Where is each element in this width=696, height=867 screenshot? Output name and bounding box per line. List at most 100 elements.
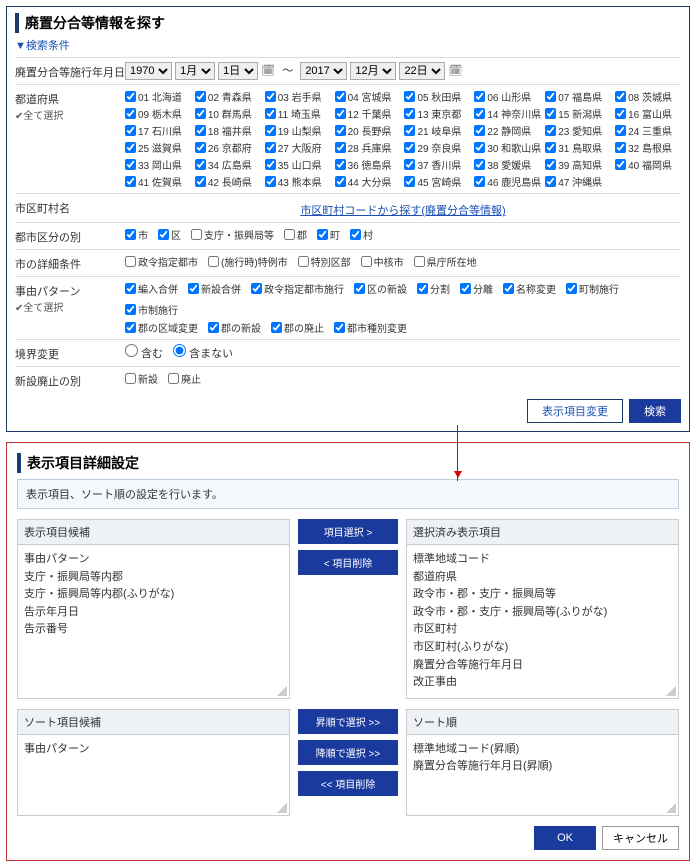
list-item[interactable]: 廃置分合等施行年月日	[413, 657, 672, 675]
checkbox-item[interactable]: 新設	[125, 371, 158, 386]
list-item[interactable]: 標準地域コード	[413, 551, 672, 569]
to-month[interactable]: 12月	[350, 62, 396, 80]
checkbox-item[interactable]: 40 福岡県	[615, 157, 681, 172]
checkbox-item[interactable]: 29 奈良県	[404, 140, 470, 155]
checkbox-item[interactable]: 郡の廃止	[271, 320, 324, 335]
checkbox-item[interactable]: 36 徳島県	[335, 157, 401, 172]
checkbox-item[interactable]: 42 長崎県	[195, 174, 261, 189]
list-item[interactable]: 事由パターン	[24, 741, 283, 759]
search-button[interactable]: 検索	[629, 399, 681, 423]
sort-remove-button[interactable]: << 項目削除	[298, 771, 398, 796]
calendar-icon[interactable]: 🗓	[261, 64, 275, 78]
checkbox-item[interactable]: 廃止	[168, 371, 201, 386]
checkbox-item[interactable]: 21 岐阜県	[404, 123, 470, 138]
list-item[interactable]: 市区町村(ふりがな)	[413, 639, 672, 657]
checkbox-item[interactable]: 16 富山県	[615, 106, 681, 121]
pref-all[interactable]: ✔全て選択	[15, 107, 125, 122]
checkbox-item[interactable]: 市制施行	[125, 302, 178, 317]
checkbox-item[interactable]: 町	[317, 227, 340, 242]
checkbox-item[interactable]: 区の新設	[354, 281, 407, 296]
checkbox-item[interactable]: 09 栃木県	[125, 106, 191, 121]
sort-candidate-list[interactable]: ソート項目候補 事由パターン	[17, 709, 290, 816]
checkbox-item[interactable]: 05 秋田県	[404, 89, 470, 104]
checkbox-item[interactable]: 編入合併	[125, 281, 178, 296]
checkbox-item[interactable]: (施行時)特例市	[208, 254, 288, 269]
checkbox-item[interactable]: 中核市	[361, 254, 404, 269]
checkbox-item[interactable]: 24 三重県	[615, 123, 681, 138]
checkbox-item[interactable]: 08 茨城県	[615, 89, 681, 104]
checkbox-item[interactable]: 07 福島県	[545, 89, 611, 104]
checkbox-item[interactable]: 政令指定都市	[125, 254, 198, 269]
checkbox-item[interactable]: 46 鹿児島県	[474, 174, 541, 189]
list-item[interactable]: 政令市・郡・支庁・振興局等(ふりがな)	[413, 604, 672, 622]
checkbox-item[interactable]: 分離	[460, 281, 493, 296]
checkbox-item[interactable]: 特別区部	[298, 254, 351, 269]
checkbox-item[interactable]: 35 山口県	[265, 157, 331, 172]
radio-item[interactable]: 含まない	[173, 348, 233, 360]
checkbox-item[interactable]: 新設合併	[188, 281, 241, 296]
checkbox-item[interactable]: 県庁所在地	[414, 254, 477, 269]
checkbox-item[interactable]: 47 沖縄県	[545, 174, 611, 189]
checkbox-item[interactable]: 12 千葉県	[335, 106, 401, 121]
checkbox-item[interactable]: 44 大分県	[335, 174, 401, 189]
checkbox-item[interactable]: 26 京都府	[195, 140, 261, 155]
checkbox-item[interactable]: 33 岡山県	[125, 157, 191, 172]
checkbox-item[interactable]: 25 滋賀県	[125, 140, 191, 155]
list-item[interactable]: 廃置分合等施行年月日(昇順)	[413, 758, 672, 776]
checkbox-item[interactable]: 11 埼玉県	[265, 106, 331, 121]
checkbox-item[interactable]: 分割	[417, 281, 450, 296]
sort-selected-list[interactable]: ソート順 標準地域コード(昇順)廃置分合等施行年月日(昇順)	[406, 709, 679, 816]
list-item[interactable]: 政令市・郡・支庁・振興局等	[413, 586, 672, 604]
calendar-icon[interactable]: 🗓	[449, 64, 463, 78]
checkbox-item[interactable]: 32 島根県	[615, 140, 681, 155]
checkbox-item[interactable]: 31 鳥取県	[545, 140, 611, 155]
checkbox-item[interactable]: 23 愛知県	[545, 123, 611, 138]
list-item[interactable]: 支庁・振興局等内郡(ふりがな)	[24, 586, 283, 604]
pattern-all[interactable]: ✔全て選択	[15, 299, 125, 314]
checkbox-item[interactable]: 郡の区域変更	[125, 320, 198, 335]
ok-button[interactable]: OK	[534, 826, 596, 850]
checkbox-item[interactable]: 43 熊本県	[265, 174, 331, 189]
checkbox-item[interactable]: 41 佐賀県	[125, 174, 191, 189]
cancel-button[interactable]: キャンセル	[602, 826, 679, 850]
checkbox-item[interactable]: 18 福井県	[195, 123, 261, 138]
checkbox-item[interactable]: 27 大阪府	[265, 140, 331, 155]
selected-list[interactable]: 選択済み表示項目 標準地域コード都道府県政令市・郡・支庁・振興局等政令市・郡・支…	[406, 519, 679, 699]
checkbox-item[interactable]: 郡の新設	[208, 320, 261, 335]
checkbox-item[interactable]: 01 北海道	[125, 89, 191, 104]
radio-item[interactable]: 含む	[125, 348, 163, 360]
checkbox-item[interactable]: 22 静岡県	[474, 123, 541, 138]
checkbox-item[interactable]: 39 高知県	[545, 157, 611, 172]
to-day[interactable]: 22日	[399, 62, 445, 80]
checkbox-item[interactable]: 45 宮崎県	[404, 174, 470, 189]
checkbox-item[interactable]: 13 東京都	[404, 106, 470, 121]
checkbox-item[interactable]: 19 山梨県	[265, 123, 331, 138]
list-item[interactable]: 改正事由	[413, 674, 672, 692]
sort-desc-button[interactable]: 降順で選択 >>	[298, 740, 398, 765]
select-item-button[interactable]: 項目選択 >	[298, 519, 398, 544]
checkbox-item[interactable]: 34 広島県	[195, 157, 261, 172]
checkbox-item[interactable]: 14 神奈川県	[474, 106, 541, 121]
checkbox-item[interactable]: 郡	[284, 227, 307, 242]
checkbox-item[interactable]: 30 和歌山県	[474, 140, 541, 155]
change-columns-button[interactable]: 表示項目変更	[527, 399, 623, 423]
checkbox-item[interactable]: 政令指定都市施行	[251, 281, 344, 296]
list-item[interactable]: 都道府県	[413, 569, 672, 587]
from-month[interactable]: 1月	[175, 62, 215, 80]
checkbox-item[interactable]: 06 山形県	[474, 89, 541, 104]
list-item[interactable]: 市区町村	[413, 621, 672, 639]
checkbox-item[interactable]: 区	[158, 227, 181, 242]
checkbox-item[interactable]: 15 新潟県	[545, 106, 611, 121]
list-item[interactable]: 告示番号	[24, 621, 283, 639]
checkbox-item[interactable]: 村	[350, 227, 373, 242]
list-item[interactable]: 告示年月日	[24, 604, 283, 622]
remove-item-button[interactable]: < 項目削除	[298, 550, 398, 575]
checkbox-item[interactable]: 17 石川県	[125, 123, 191, 138]
list-item[interactable]: 標準地域コード(昇順)	[413, 741, 672, 759]
checkbox-item[interactable]: 04 宮城県	[335, 89, 401, 104]
to-year[interactable]: 2017	[300, 62, 347, 80]
checkbox-item[interactable]: 28 兵庫県	[335, 140, 401, 155]
checkbox-item[interactable]: 市	[125, 227, 148, 242]
checkbox-item[interactable]: 38 愛媛県	[474, 157, 541, 172]
checkbox-item[interactable]: 20 長野県	[335, 123, 401, 138]
